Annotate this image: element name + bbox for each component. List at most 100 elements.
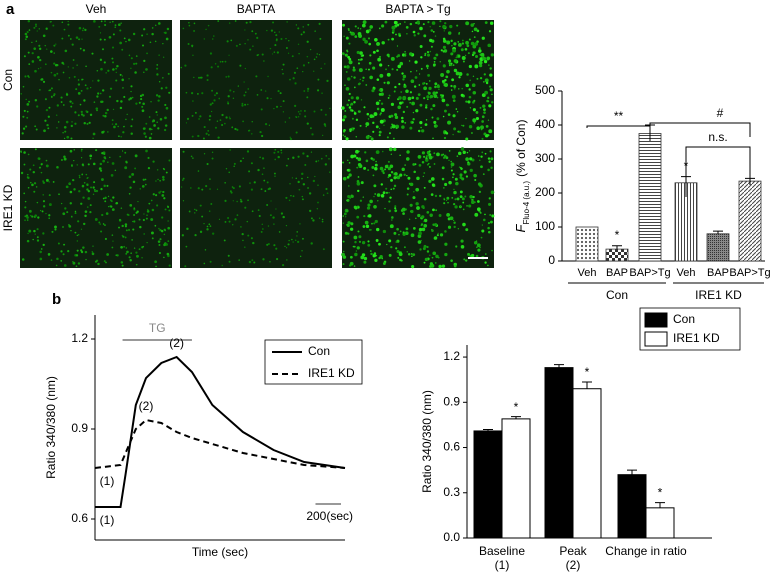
cell bbox=[345, 87, 350, 91]
cell bbox=[403, 246, 406, 249]
cell bbox=[348, 264, 352, 267]
cell bbox=[38, 28, 40, 30]
cell bbox=[491, 93, 493, 96]
y-axis-label-unit: (% of Con) bbox=[514, 120, 528, 177]
cell bbox=[342, 118, 345, 122]
cell bbox=[223, 239, 226, 242]
cell bbox=[92, 132, 96, 136]
cell bbox=[306, 155, 309, 158]
cell bbox=[191, 92, 194, 95]
cell bbox=[56, 127, 58, 129]
cell bbox=[162, 77, 164, 79]
cell bbox=[484, 261, 487, 264]
cell bbox=[63, 264, 67, 267]
cell bbox=[480, 155, 483, 158]
cell bbox=[369, 199, 373, 204]
cell bbox=[466, 73, 469, 76]
cell bbox=[394, 113, 398, 117]
cell bbox=[345, 70, 348, 73]
cell bbox=[459, 166, 462, 169]
cell bbox=[55, 264, 58, 267]
cell bbox=[426, 53, 431, 57]
cell bbox=[266, 29, 268, 32]
cell bbox=[393, 184, 397, 188]
cell bbox=[142, 178, 145, 181]
cell bbox=[412, 111, 415, 114]
cell bbox=[210, 110, 213, 113]
cell bbox=[161, 216, 164, 219]
cell bbox=[453, 264, 457, 268]
cell bbox=[464, 47, 468, 51]
cell bbox=[155, 111, 158, 114]
cell bbox=[110, 205, 113, 208]
cell bbox=[342, 240, 345, 243]
cell bbox=[478, 210, 481, 213]
cell bbox=[409, 182, 414, 187]
cell bbox=[36, 105, 39, 108]
legend-label: Con bbox=[673, 312, 695, 326]
cell bbox=[425, 155, 428, 158]
cell bbox=[302, 71, 304, 73]
cell bbox=[213, 99, 216, 102]
cell bbox=[422, 151, 424, 154]
cell bbox=[133, 207, 136, 210]
cell bbox=[100, 20, 103, 23]
cell bbox=[282, 63, 285, 66]
cell bbox=[357, 157, 362, 162]
cell bbox=[421, 205, 425, 209]
cell bbox=[307, 90, 309, 92]
cell bbox=[311, 133, 314, 136]
cell bbox=[473, 27, 478, 32]
cell bbox=[489, 67, 492, 70]
cell bbox=[301, 177, 303, 180]
cell bbox=[129, 204, 133, 207]
cell bbox=[163, 56, 165, 58]
cell bbox=[447, 218, 450, 221]
cell bbox=[377, 200, 379, 202]
cell bbox=[310, 217, 313, 220]
cell bbox=[250, 188, 254, 191]
cell bbox=[370, 137, 374, 141]
cell bbox=[36, 236, 39, 239]
cell bbox=[54, 225, 57, 229]
cell bbox=[456, 197, 460, 201]
cell bbox=[423, 86, 427, 91]
cell bbox=[349, 31, 352, 34]
cell bbox=[228, 54, 230, 56]
cell bbox=[294, 82, 297, 85]
cell bbox=[441, 166, 445, 170]
cell bbox=[394, 207, 397, 210]
cell bbox=[376, 49, 379, 53]
cell bbox=[81, 29, 84, 32]
cell bbox=[168, 209, 171, 212]
cell bbox=[147, 166, 151, 170]
panel-label: a bbox=[6, 1, 15, 18]
cell bbox=[48, 181, 50, 183]
cell bbox=[85, 110, 88, 112]
cell bbox=[455, 245, 458, 248]
cell bbox=[120, 135, 122, 138]
cell bbox=[70, 137, 73, 140]
cell bbox=[302, 26, 304, 28]
cell bbox=[167, 220, 169, 222]
cell bbox=[204, 249, 207, 251]
cell bbox=[422, 247, 426, 251]
cell bbox=[27, 19, 31, 23]
cell bbox=[154, 40, 157, 43]
cell bbox=[35, 128, 38, 131]
cell bbox=[126, 250, 129, 254]
cell bbox=[275, 34, 278, 37]
cell bbox=[427, 162, 430, 165]
cell bbox=[370, 157, 373, 160]
cell bbox=[413, 170, 416, 174]
cell bbox=[443, 136, 447, 140]
cell bbox=[156, 64, 159, 66]
cell bbox=[409, 210, 412, 213]
cell bbox=[274, 44, 277, 47]
cell bbox=[105, 72, 107, 74]
cell bbox=[248, 260, 252, 264]
cell bbox=[75, 254, 79, 257]
cell bbox=[289, 137, 293, 141]
cell bbox=[433, 94, 438, 98]
